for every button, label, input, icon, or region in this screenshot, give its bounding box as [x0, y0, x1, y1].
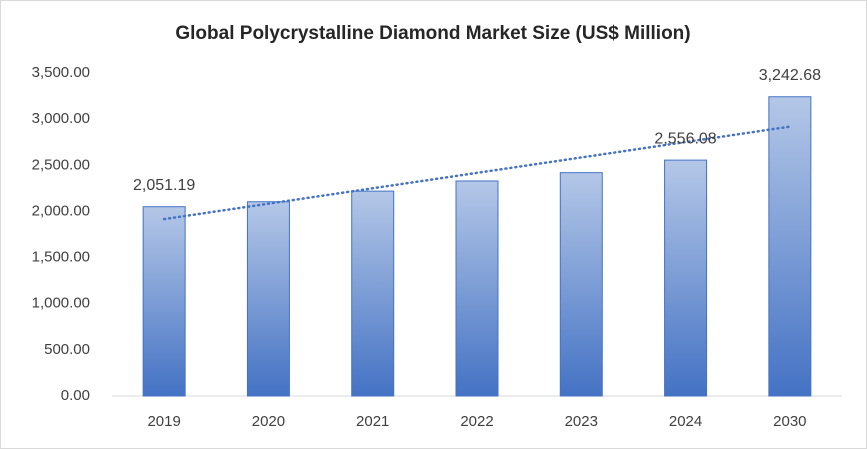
y-tick-label: 3,500.00 [32, 64, 90, 81]
x-tick-label: 2024 [669, 413, 702, 430]
data-label: 2,556.08 [654, 130, 716, 147]
x-tick-label: 2021 [356, 413, 389, 430]
bar [351, 190, 395, 397]
y-tick-label: 1,000.00 [32, 295, 90, 312]
bar [664, 159, 708, 397]
data-label: 3,242.68 [759, 67, 821, 84]
bar [455, 180, 499, 397]
y-tick-label: 2,000.00 [32, 202, 90, 219]
bar [246, 201, 290, 397]
chart-title: Global Polycrystalline Diamond Market Si… [175, 23, 690, 44]
y-tick-label: 3,000.00 [32, 110, 90, 127]
bar [768, 96, 812, 397]
x-tick-label: 2020 [252, 413, 285, 430]
x-tick-label: 2019 [147, 413, 180, 430]
x-tick-label: 2023 [565, 413, 598, 430]
x-tick-label: 2030 [773, 413, 806, 430]
bar [142, 206, 186, 397]
data-label: 2,051.19 [133, 177, 195, 194]
y-tick-label: 2,500.00 [32, 156, 90, 173]
trendline [162, 125, 792, 221]
bar [559, 172, 603, 397]
y-tick-label: 1,500.00 [32, 249, 90, 266]
y-tick-label: 500.00 [44, 341, 90, 358]
y-tick-label: 0.00 [61, 387, 90, 404]
x-tick-label: 2022 [460, 413, 493, 430]
